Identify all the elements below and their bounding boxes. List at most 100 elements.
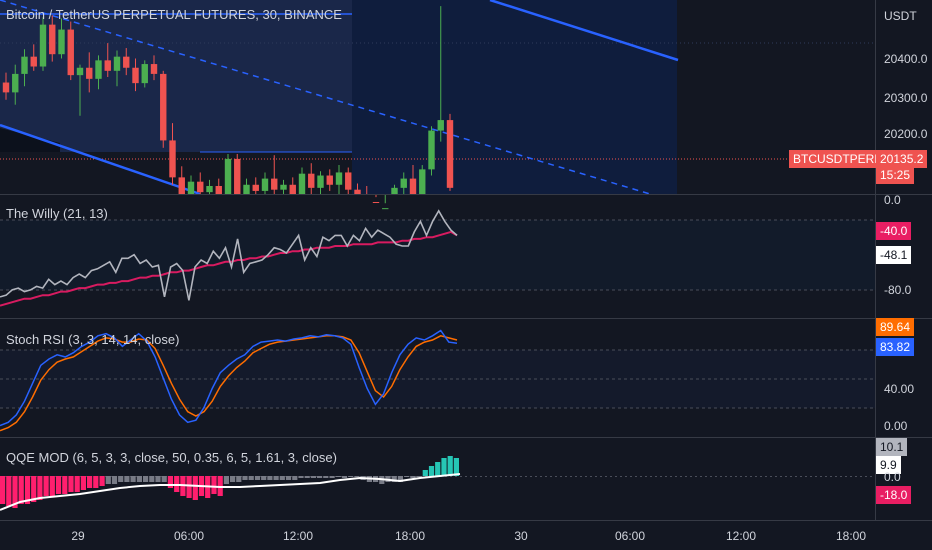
qqe-bar xyxy=(348,476,354,477)
candle-body xyxy=(224,158,232,194)
qqe-bar xyxy=(80,476,86,490)
time-label: 30 xyxy=(514,529,528,543)
candle-body xyxy=(317,175,324,188)
candle-body xyxy=(113,56,121,71)
time-label: 18:00 xyxy=(836,529,866,543)
candle-body xyxy=(437,120,444,131)
qqe-bar xyxy=(453,458,459,476)
willy-value-b: -48.1 xyxy=(876,246,912,264)
qqe-bar xyxy=(298,476,304,478)
qqe-bar xyxy=(292,476,298,480)
qqe-bar xyxy=(49,476,55,496)
qqe-value-a: 10.1 xyxy=(876,438,908,456)
qqe-bar xyxy=(242,476,248,480)
pane-separators xyxy=(0,0,932,521)
candle-body xyxy=(104,60,111,71)
candle-body xyxy=(400,178,407,188)
candle-body xyxy=(428,130,435,170)
candle-body xyxy=(289,184,296,194)
price-tick-2: 20300.0 xyxy=(884,91,928,105)
qqe-bar xyxy=(335,476,341,477)
candle-body xyxy=(21,56,28,74)
time-label: 06:00 xyxy=(174,529,204,543)
price-gridlines xyxy=(0,42,875,160)
candle-body xyxy=(12,73,19,93)
candle-body xyxy=(409,178,417,194)
willy-title[interactable]: The Willy (21, 13) xyxy=(6,206,108,221)
qqe-bar xyxy=(447,456,453,476)
qqe-bar xyxy=(310,476,316,478)
willy-levels xyxy=(0,219,875,291)
candle-body xyxy=(243,184,250,194)
candle-body xyxy=(39,24,47,67)
qqe-bar xyxy=(87,476,93,488)
stoch-levels xyxy=(0,349,875,409)
qqe-bar xyxy=(404,476,410,477)
time-axis: 29 06:00 12:00 18:00 30 06:00 12:00 18:00 xyxy=(71,529,866,543)
forecast-box xyxy=(352,0,677,194)
candle-body xyxy=(215,185,222,194)
qqe-bar xyxy=(267,476,273,480)
candle-body xyxy=(49,24,56,55)
candle-body xyxy=(419,169,426,194)
candle-body xyxy=(326,175,333,185)
candle-body xyxy=(86,67,93,79)
time-label: 29 xyxy=(71,529,85,543)
candle-body xyxy=(141,64,148,84)
qqe-bar xyxy=(105,476,111,484)
qqe-bar xyxy=(211,476,217,494)
candle-body xyxy=(261,178,269,191)
qqe-value-b: 9.9 xyxy=(876,456,901,474)
qqe-bar xyxy=(149,476,155,482)
qqe-bar xyxy=(192,476,198,500)
qqe-bar xyxy=(136,476,142,482)
qqe-bar xyxy=(317,476,323,478)
candle-body xyxy=(280,184,287,190)
qqe-title[interactable]: QQE MOD (6, 5, 3, 3, close, 50, 0.35, 6,… xyxy=(6,450,337,465)
qqe-bar xyxy=(161,476,167,482)
candle-body xyxy=(187,181,195,194)
candle-body xyxy=(446,120,454,188)
qqe-bar xyxy=(18,476,24,504)
qqe-bar xyxy=(304,476,310,478)
qqe-bar xyxy=(12,476,18,508)
candle-body xyxy=(2,82,10,93)
countdown-label: 15:25 xyxy=(876,166,915,184)
candle-body xyxy=(123,56,130,68)
qqe-bar xyxy=(397,476,403,482)
qqe-bar xyxy=(230,476,236,482)
stoch-d-line xyxy=(0,335,458,432)
candle-body xyxy=(382,208,389,210)
qqe-bar xyxy=(285,476,292,480)
qqe-bar xyxy=(441,458,447,476)
candle-body xyxy=(169,140,176,178)
qqe-value-c: -18.0 xyxy=(876,486,912,504)
price-range-box xyxy=(0,0,352,152)
stoch-value-k: 83.82 xyxy=(876,338,915,356)
willy-value-a: -40.0 xyxy=(876,222,912,240)
qqe-bar xyxy=(428,466,435,476)
willy-main-line xyxy=(0,209,458,301)
qqe-bar xyxy=(435,462,441,476)
candle-body xyxy=(234,158,241,194)
qqe-bar xyxy=(143,476,149,482)
qqe-bar xyxy=(167,476,173,488)
stoch-tick-40: 40.00 xyxy=(884,382,915,396)
candle-body xyxy=(345,172,352,190)
qqe-bar xyxy=(118,476,124,482)
currency-label: USDT xyxy=(884,9,917,23)
stoch-value-d: 89.64 xyxy=(876,318,915,336)
stoch-title[interactable]: Stoch RSI (3, 3, 14, 14, close) xyxy=(6,332,180,347)
candle-body xyxy=(178,177,185,194)
last-price-label: 20135.2 xyxy=(876,150,928,168)
qqe-bar xyxy=(341,476,348,478)
qqe-bar xyxy=(55,476,62,494)
qqe-bar xyxy=(93,476,99,488)
qqe-bar xyxy=(111,476,118,484)
candles xyxy=(2,6,454,210)
qqe-bar xyxy=(24,476,31,504)
shade-polygon xyxy=(0,128,60,152)
qqe-bar xyxy=(74,476,80,492)
candle-body xyxy=(95,60,102,79)
